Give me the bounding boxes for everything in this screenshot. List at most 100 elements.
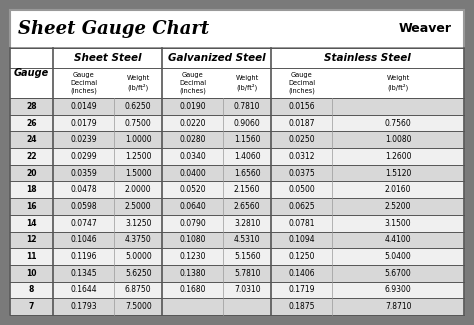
Text: Stainless Steel: Stainless Steel	[324, 53, 411, 63]
Text: Weight
(lb/ft²): Weight (lb/ft²)	[127, 75, 150, 91]
Text: 0.1046: 0.1046	[71, 235, 97, 244]
Text: 3.1250: 3.1250	[125, 219, 152, 228]
Text: 0.1094: 0.1094	[288, 235, 315, 244]
FancyBboxPatch shape	[10, 115, 464, 131]
Text: 0.0149: 0.0149	[71, 102, 97, 111]
Text: 0.0187: 0.0187	[289, 119, 315, 127]
FancyBboxPatch shape	[10, 215, 464, 231]
FancyBboxPatch shape	[10, 10, 464, 315]
Text: 0.0625: 0.0625	[288, 202, 315, 211]
Text: 0.0250: 0.0250	[288, 135, 315, 144]
Text: 1.2600: 1.2600	[385, 152, 411, 161]
Text: 1.4060: 1.4060	[234, 152, 261, 161]
Text: 0.7500: 0.7500	[125, 119, 152, 127]
FancyBboxPatch shape	[10, 148, 464, 165]
Text: 11: 11	[27, 252, 37, 261]
Text: 1.6560: 1.6560	[234, 169, 261, 178]
Text: 3.1500: 3.1500	[385, 219, 411, 228]
Text: 1.0000: 1.0000	[125, 135, 152, 144]
Text: Gauge
Decimal
(inches): Gauge Decimal (inches)	[70, 72, 97, 94]
Text: 2.1560: 2.1560	[234, 185, 261, 194]
Text: 0.0747: 0.0747	[71, 219, 97, 228]
Text: 7.0310: 7.0310	[234, 285, 261, 294]
Text: 2.5000: 2.5000	[125, 202, 152, 211]
Text: 2.6560: 2.6560	[234, 202, 261, 211]
FancyBboxPatch shape	[10, 298, 464, 315]
Text: Weight
(lb/ft²): Weight (lb/ft²)	[386, 75, 410, 91]
Text: 2.0160: 2.0160	[385, 185, 411, 194]
Text: 0.0400: 0.0400	[179, 169, 206, 178]
Text: 1.5120: 1.5120	[385, 169, 411, 178]
Text: 0.0239: 0.0239	[71, 135, 97, 144]
Text: 0.0500: 0.0500	[288, 185, 315, 194]
Text: 4.5310: 4.5310	[234, 235, 261, 244]
FancyBboxPatch shape	[10, 48, 464, 68]
Text: 20: 20	[27, 169, 37, 178]
Text: 4.4100: 4.4100	[385, 235, 411, 244]
Text: 0.0312: 0.0312	[289, 152, 315, 161]
Text: 0.0280: 0.0280	[180, 135, 206, 144]
Text: 7.8710: 7.8710	[385, 302, 411, 311]
Text: 0.0478: 0.0478	[71, 185, 97, 194]
Text: 26: 26	[27, 119, 37, 127]
Text: Gauge: Gauge	[14, 68, 49, 78]
Text: 1.0080: 1.0080	[385, 135, 411, 144]
Text: 7: 7	[29, 302, 34, 311]
Text: 5.1560: 5.1560	[234, 252, 261, 261]
Text: 0.0156: 0.0156	[288, 102, 315, 111]
Text: 0.0190: 0.0190	[180, 102, 206, 111]
Text: Weaver: Weaver	[399, 22, 452, 35]
Text: 14: 14	[27, 219, 37, 228]
Text: 6.9300: 6.9300	[385, 285, 411, 294]
Text: Galvanized Steel: Galvanized Steel	[168, 53, 265, 63]
FancyBboxPatch shape	[10, 231, 464, 248]
Text: 0.1230: 0.1230	[180, 252, 206, 261]
FancyBboxPatch shape	[10, 98, 464, 115]
Text: 5.6700: 5.6700	[385, 269, 411, 278]
FancyBboxPatch shape	[10, 165, 464, 181]
Text: Gauge
Decimal
(inches): Gauge Decimal (inches)	[288, 72, 315, 94]
Text: 0.7810: 0.7810	[234, 102, 261, 111]
Text: Sheet Steel: Sheet Steel	[74, 53, 141, 63]
Text: 2.0000: 2.0000	[125, 185, 152, 194]
Text: 0.1680: 0.1680	[180, 285, 206, 294]
Text: Gauge
Decimal
(inches): Gauge Decimal (inches)	[179, 72, 206, 94]
Text: 8: 8	[29, 285, 34, 294]
Text: 0.0179: 0.0179	[71, 119, 97, 127]
Text: 0.1644: 0.1644	[71, 285, 97, 294]
Text: 10: 10	[27, 269, 37, 278]
Text: 0.0299: 0.0299	[71, 152, 97, 161]
Text: 3.2810: 3.2810	[234, 219, 260, 228]
Text: 0.0359: 0.0359	[71, 169, 97, 178]
Text: 16: 16	[27, 202, 37, 211]
Text: 5.0400: 5.0400	[385, 252, 411, 261]
FancyBboxPatch shape	[10, 181, 464, 198]
Text: 0.0340: 0.0340	[179, 152, 206, 161]
Text: 0.0790: 0.0790	[179, 219, 206, 228]
Text: 0.0598: 0.0598	[71, 202, 97, 211]
Text: 24: 24	[27, 135, 37, 144]
Text: 0.7560: 0.7560	[385, 119, 411, 127]
Text: 5.7810: 5.7810	[234, 269, 261, 278]
FancyBboxPatch shape	[10, 248, 464, 265]
FancyBboxPatch shape	[10, 68, 464, 98]
Text: 0.1875: 0.1875	[289, 302, 315, 311]
Text: 6.8750: 6.8750	[125, 285, 152, 294]
Text: 0.0781: 0.0781	[289, 219, 315, 228]
Text: 0.1793: 0.1793	[71, 302, 97, 311]
Text: 0.1719: 0.1719	[289, 285, 315, 294]
Text: 28: 28	[26, 102, 37, 111]
Text: 2.5200: 2.5200	[385, 202, 411, 211]
Text: 0.0640: 0.0640	[179, 202, 206, 211]
FancyBboxPatch shape	[10, 282, 464, 298]
Text: Sheet Gauge Chart: Sheet Gauge Chart	[18, 20, 209, 38]
Text: 0.1345: 0.1345	[71, 269, 97, 278]
FancyBboxPatch shape	[10, 198, 464, 215]
Text: 7.5000: 7.5000	[125, 302, 152, 311]
Text: 0.1250: 0.1250	[289, 252, 315, 261]
Text: 12: 12	[27, 235, 37, 244]
Text: 1.2500: 1.2500	[125, 152, 152, 161]
Text: 1.5000: 1.5000	[125, 169, 152, 178]
Text: 0.1196: 0.1196	[71, 252, 97, 261]
Text: 18: 18	[26, 185, 37, 194]
